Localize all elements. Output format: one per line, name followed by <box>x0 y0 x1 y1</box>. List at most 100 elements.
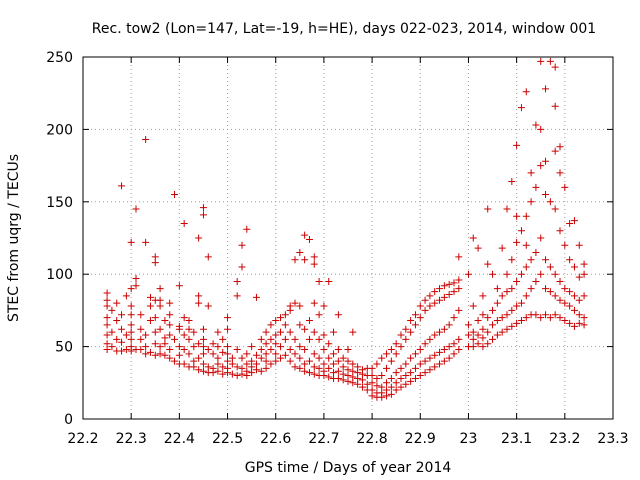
data-point <box>537 234 545 242</box>
data-point <box>392 386 400 394</box>
data-point <box>224 357 232 365</box>
data-point <box>493 285 501 293</box>
data-point <box>219 370 227 378</box>
data-point <box>315 354 323 362</box>
data-point <box>474 340 482 348</box>
data-point <box>175 282 183 290</box>
data-point <box>436 348 444 356</box>
data-point <box>378 354 386 362</box>
data-point <box>175 351 183 359</box>
data-point <box>407 354 415 362</box>
data-point <box>272 340 280 348</box>
data-point <box>484 205 492 213</box>
data-point <box>493 317 501 325</box>
data-point <box>190 357 198 365</box>
data-point <box>440 325 448 333</box>
data-point <box>233 277 241 285</box>
data-point <box>233 372 241 380</box>
data-point <box>330 328 338 336</box>
data-point <box>252 293 260 301</box>
data-point <box>277 354 285 362</box>
data-point <box>127 321 135 329</box>
data-point <box>103 340 111 348</box>
data-point <box>243 367 251 375</box>
data-point <box>233 292 241 300</box>
data-point <box>489 321 497 329</box>
data-point <box>527 198 535 206</box>
data-point <box>513 212 521 220</box>
data-point <box>238 241 246 249</box>
data-point <box>180 314 188 322</box>
data-point <box>426 302 434 310</box>
data-point <box>199 350 207 358</box>
data-point <box>580 260 588 268</box>
data-point <box>551 292 559 300</box>
data-point <box>517 299 525 307</box>
data-points <box>103 57 588 401</box>
data-point <box>383 386 391 394</box>
data-point <box>392 350 400 358</box>
data-point <box>546 263 554 271</box>
data-point <box>551 205 559 213</box>
data-point <box>440 282 448 290</box>
data-point <box>118 311 126 319</box>
data-point <box>199 204 207 212</box>
data-point <box>262 357 270 365</box>
data-point <box>296 364 304 372</box>
data-point <box>325 277 333 285</box>
data-point <box>151 314 159 322</box>
data-point <box>431 331 439 339</box>
data-point <box>195 292 203 300</box>
data-point <box>407 328 415 336</box>
data-point <box>455 253 463 261</box>
data-point <box>334 311 342 319</box>
data-point <box>161 351 169 359</box>
data-point <box>334 357 342 365</box>
data-point <box>445 354 453 362</box>
data-point <box>113 299 121 307</box>
data-point <box>330 360 338 368</box>
data-point <box>166 321 174 329</box>
data-point <box>455 345 463 353</box>
data-point <box>387 374 395 382</box>
data-point <box>517 104 525 112</box>
data-point <box>387 357 395 365</box>
data-point <box>498 244 506 252</box>
data-point <box>542 191 550 199</box>
data-point <box>416 360 424 368</box>
data-point <box>508 322 516 330</box>
data-point <box>450 314 458 322</box>
data-point <box>219 348 227 356</box>
y-tick-label: 200 <box>46 122 73 138</box>
data-point <box>272 350 280 358</box>
data-point <box>296 354 304 362</box>
data-point <box>566 220 574 228</box>
data-point <box>450 350 458 358</box>
data-point <box>267 335 275 343</box>
data-point <box>349 367 357 375</box>
x-tick-label: 22.7 <box>308 431 339 447</box>
data-point <box>325 354 333 362</box>
data-point <box>387 345 395 353</box>
data-point <box>358 366 366 374</box>
data-point <box>387 383 395 391</box>
data-point <box>455 335 463 343</box>
data-point <box>373 374 381 382</box>
data-point <box>224 343 232 351</box>
data-point <box>330 369 338 377</box>
data-point <box>301 325 309 333</box>
data-point <box>464 331 472 339</box>
data-point <box>570 322 578 330</box>
data-point <box>469 234 477 242</box>
data-point <box>286 302 294 310</box>
data-point <box>436 285 444 293</box>
data-point <box>224 364 232 372</box>
data-point <box>286 357 294 365</box>
data-point <box>498 292 506 300</box>
data-point <box>108 328 116 336</box>
data-point <box>402 360 410 368</box>
data-point <box>344 366 352 374</box>
data-point <box>479 343 487 351</box>
data-point <box>195 234 203 242</box>
data-point <box>378 383 386 391</box>
